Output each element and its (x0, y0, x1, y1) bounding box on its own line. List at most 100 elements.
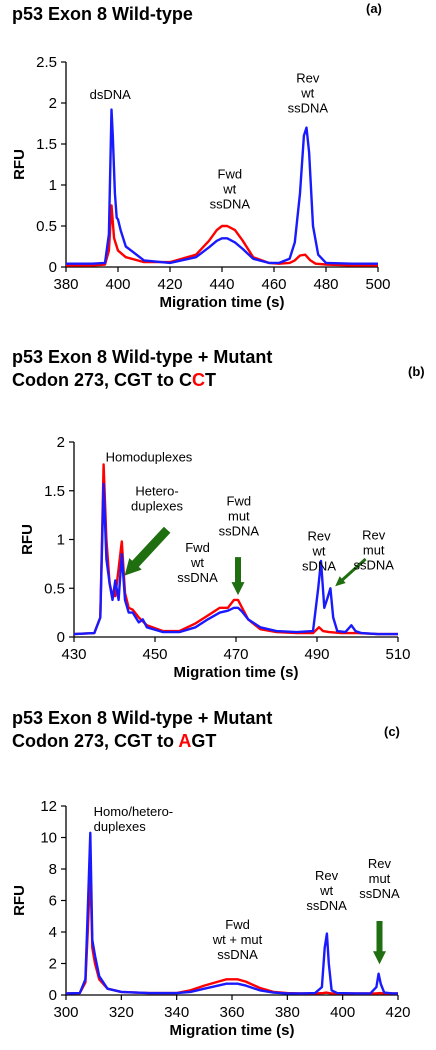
y-tick-label: 2 (49, 95, 57, 112)
peak-annotation: Rev mut ssDNA (359, 856, 400, 901)
annotation-line: wt (312, 543, 326, 558)
chart-svg: 0 2 4 6 8 10 12 300 320 340 360 380 400 420 Migration … (11, 798, 411, 1039)
x-tick-label: 420 (157, 276, 182, 293)
x-tick-label: 300 (53, 1004, 78, 1021)
title-part-highlight: C (192, 370, 205, 390)
arrow-icon (124, 526, 171, 576)
x-tick-label: 340 (164, 1004, 189, 1021)
title-part: p53 Exon 8 Wild-type + Mutant (12, 347, 273, 367)
chart-svg: 0 0.5 1 1.5 2 430 450 470 490 510 Migration time (… (19, 434, 411, 681)
y-tick-label: 0 (57, 629, 65, 646)
annotation-line: ssDNA (288, 101, 329, 116)
series-line-red (66, 204, 378, 267)
x-tick-label: 470 (223, 646, 248, 663)
chart-panel-a: p53 Exon 8 Wild-type (a) 0 0.5 1 1.5 2 2.5 380… (0, 0, 436, 330)
title-line-2: Codon 273, CGT to AGT (12, 730, 272, 753)
peak-annotation: dsDNA (90, 87, 132, 102)
y-tick-label: 10 (40, 830, 57, 847)
peak-annotation: Fwd wt + mut ssDNA (212, 917, 263, 962)
peak-annotation: Rev mut ssDNA (353, 528, 394, 573)
y-tick-label: 1.5 (44, 483, 65, 500)
title-line-2: Codon 273, CGT to CCT (12, 369, 272, 392)
annotation-line: Hetero- (135, 484, 178, 499)
chart-svg: 0 0.5 1 1.5 2 2.5 380 400 420 440 460 480 500 Migrati… (11, 54, 391, 311)
annotation-line: ssDNA (353, 558, 394, 573)
x-axis-label: Migration time (s) (169, 1022, 294, 1039)
chart-panel-c: p53 Exon 8 Wild-type + Mutant Codon 273,… (0, 680, 436, 1050)
annotation-line: Fwd (225, 917, 250, 932)
title-line-1: p53 Exon 8 Wild-type (12, 3, 193, 26)
x-tick-label: 440 (209, 276, 234, 293)
x-tick-label: 380 (275, 1004, 300, 1021)
annotation-line: mut (228, 508, 250, 523)
chart-panel-b: p53 Exon 8 Wild-type + Mutant Codon 273,… (0, 330, 436, 681)
annotation-line: Rev (362, 528, 386, 543)
annotation-line: Homo/hetero- (94, 804, 173, 819)
annotation-line: duplexes (131, 499, 184, 514)
title-part: GT (191, 731, 217, 751)
x-tick-label: 430 (61, 646, 86, 663)
title-part: T (205, 370, 216, 390)
annotation-line: ssDNA (219, 523, 260, 538)
annotation-line: wt (319, 883, 333, 898)
annotation-line: Homoduplexes (106, 450, 193, 465)
annotation-line: Rev (296, 71, 320, 86)
peak-annotation: Homoduplexes (106, 450, 193, 465)
annotation-line: wt + mut (212, 932, 263, 947)
panel-letter: (b) (408, 364, 425, 379)
x-tick-label: 510 (385, 646, 410, 663)
y-tick-label: 0 (49, 259, 57, 276)
y-tick-label: 0 (49, 987, 57, 1004)
arrow-icon (231, 557, 245, 596)
peak-annotation: Rev wt sDNA (302, 528, 336, 573)
peak-annotation: Fwd mut ssDNA (219, 493, 260, 538)
panel-letter: (c) (384, 724, 400, 739)
x-tick-label: 400 (105, 276, 130, 293)
annotation-line: Rev (368, 856, 392, 871)
peak-annotation: Rev wt ssDNA (306, 868, 347, 913)
y-tick-label: 12 (40, 798, 57, 815)
peak-annotation: Fwd wt ssDNA (177, 540, 218, 585)
x-tick-label: 400 (330, 1004, 355, 1021)
panel-letter: (a) (366, 1, 382, 16)
series-line-blue (65, 831, 398, 995)
y-tick-label: 6 (49, 893, 57, 910)
peak-annotation: Fwd wt ssDNA (210, 166, 251, 211)
annotation-line: Fwd (185, 540, 210, 555)
x-tick-label: 490 (304, 646, 329, 663)
annotation-line: Fwd (227, 493, 252, 508)
peak-annotation: Rev wt ssDNA (288, 71, 329, 116)
y-axis-label: RFU (11, 885, 28, 916)
y-tick-label: 4 (49, 924, 57, 941)
x-tick-label: 500 (365, 276, 390, 293)
x-axis-label: Migration time (s) (159, 294, 284, 311)
y-tick-label: 2 (57, 434, 65, 451)
peak-annotation: Homo/hetero-duplexes (94, 804, 173, 834)
annotation-line: duplexes (94, 819, 147, 834)
title-part: p53 Exon 8 Wild-type + Mutant (12, 708, 273, 728)
annotation-line: ssDNA (359, 886, 400, 901)
annotation-line: mut (369, 871, 391, 886)
y-tick-label: 1 (57, 532, 65, 549)
y-tick-label: 8 (49, 861, 57, 878)
title-line-1: p53 Exon 8 Wild-type + Mutant (12, 346, 272, 369)
annotation-line: ssDNA (306, 898, 347, 913)
annotation-line: Rev (307, 528, 331, 543)
x-tick-label: 420 (385, 1004, 410, 1021)
annotation-line: dsDNA (90, 87, 132, 102)
annotation-line: sDNA (302, 558, 336, 573)
annotation-line: mut (363, 543, 385, 558)
y-tick-label: 0.5 (44, 580, 65, 597)
annotation-line: wt (190, 555, 204, 570)
annotation-line: ssDNA (210, 196, 251, 211)
title-part: Codon 273, CGT to (12, 731, 179, 751)
chart-title: p53 Exon 8 Wild-type (12, 3, 193, 26)
x-tick-label: 460 (261, 276, 286, 293)
y-axis-label: RFU (11, 149, 28, 180)
peak-annotation: Hetero-duplexes (131, 484, 184, 514)
title-part-highlight: A (178, 731, 192, 751)
series-line-blue (73, 482, 398, 636)
arrow-icon (373, 921, 386, 965)
annotation-line: Fwd (218, 166, 243, 181)
title-part: p53 Exon 8 Wild-type (12, 4, 193, 24)
